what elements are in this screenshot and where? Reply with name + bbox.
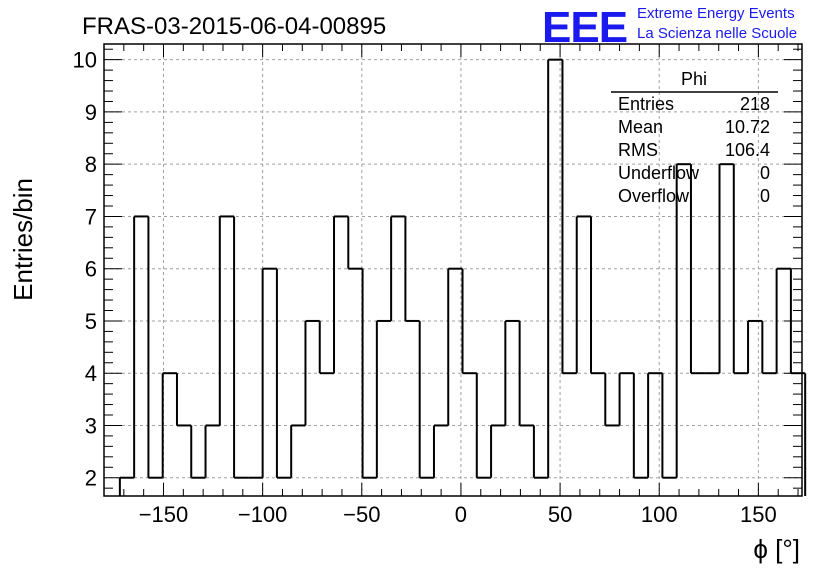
stats-value: 0 — [760, 186, 770, 206]
stats-label: Entries — [618, 94, 674, 114]
chart-title: FRAS-03-2015-06-04-00895 — [82, 13, 386, 40]
stats-value: 0 — [760, 163, 770, 183]
x-tick-label: −100 — [238, 502, 288, 527]
y-tick-label: 6 — [85, 257, 97, 282]
y-tick-label: 8 — [85, 152, 97, 177]
x-tick-label: 0 — [455, 502, 467, 527]
grid — [104, 44, 802, 496]
stats-value: 218 — [740, 94, 770, 114]
y-tick-label: 7 — [85, 204, 97, 229]
tick-labels: −150 −100 −50 0 50 100 150 2 3 4 5 6 7 8 9 10 — [73, 48, 777, 527]
y-tick-label: 3 — [85, 413, 97, 438]
y-tick-label: 2 — [85, 466, 97, 491]
stats-value: 10.72 — [725, 117, 770, 137]
stats-label: Mean — [618, 117, 663, 137]
stats-value: 106.4 — [725, 140, 770, 160]
logo-line-2: La Scienza nelle Scuole — [637, 25, 797, 42]
histogram — [118, 58, 807, 496]
logo-line-1: Extreme Energy Events — [637, 5, 795, 22]
stats-label: Underflow — [618, 163, 700, 183]
y-tick-label: 9 — [85, 100, 97, 125]
x-tick-label: −150 — [139, 502, 189, 527]
x-tick-label: 50 — [548, 502, 572, 527]
eee-logo: EEE Extreme Energy Events La Scienza nel… — [542, 3, 797, 52]
stats-rows: Entries 218 Mean 10.72 RMS 106.4 Underflow 0 Ove… — [618, 94, 770, 206]
y-axis-title: Entries/bin — [8, 178, 38, 301]
x-tick-label: 150 — [740, 502, 777, 527]
y-tick-label: 10 — [73, 48, 97, 73]
y-tick-label: 5 — [85, 309, 97, 334]
stats-title: Phi — [681, 69, 707, 89]
plot-frame — [103, 43, 803, 497]
x-tick-label: −50 — [343, 502, 380, 527]
stats-box: Phi Entries 218 Mean 10.72 RMS 106.4 Underflow… — [611, 69, 778, 206]
x-tick-label: 100 — [641, 502, 678, 527]
axis-ticks — [103, 44, 802, 496]
stats-label: Overflow — [618, 186, 690, 206]
stats-label: RMS — [618, 140, 658, 160]
x-axis-title: ϕ [°] — [753, 534, 800, 564]
y-tick-label: 4 — [85, 361, 97, 386]
